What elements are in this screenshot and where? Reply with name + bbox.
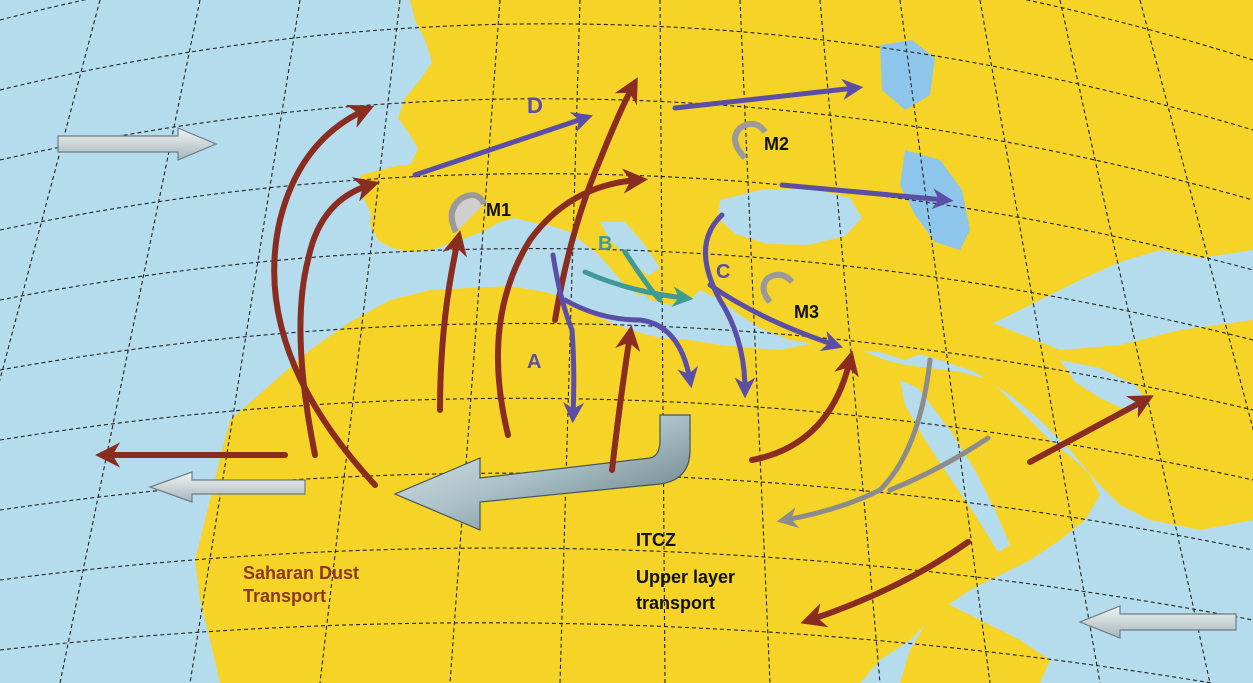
landmass-british-isles <box>438 10 490 78</box>
gray-arrow-1 <box>776 357 933 529</box>
dust-arrow-9 <box>1027 395 1154 465</box>
route-d-arrow-2 <box>672 78 864 111</box>
route-arrow-east-caspian <box>779 182 954 210</box>
landmass-eurasia <box>370 0 1253 360</box>
dust-arrow-1 <box>271 104 378 488</box>
gray-arrow-2 <box>887 435 991 493</box>
grey-block-arrows <box>57 127 1237 639</box>
saharan-label-line2: Transport <box>243 586 326 606</box>
route-b-arrow-2 <box>622 249 663 303</box>
dust-arrow-4 <box>495 168 649 438</box>
cell-m1-icon <box>448 192 487 234</box>
dust-arrows <box>94 77 1154 628</box>
circulation-cells <box>448 120 795 304</box>
cell-m3-icon <box>760 271 795 304</box>
upper-layer-label-line2: transport <box>636 593 715 613</box>
landmass-italy <box>560 208 650 296</box>
aral-sea <box>880 40 935 110</box>
route-b-label: B <box>598 233 612 255</box>
gray-arrows <box>776 357 991 529</box>
route-c-arrow-east <box>707 282 843 351</box>
route-c-label: C <box>716 261 730 283</box>
upper-layer-label-line1: Upper layer <box>636 567 735 587</box>
itcz-label: ITCZ <box>636 530 676 550</box>
dust-arrow-6 <box>609 325 641 473</box>
block-arrow-atlantic-east <box>57 127 218 161</box>
red-sea <box>900 380 1010 552</box>
dust-arrow-10 <box>800 539 971 628</box>
landmass-horn <box>900 600 1050 683</box>
landmass-anatolia <box>720 260 880 310</box>
dust-arrow-7 <box>749 350 859 463</box>
route-c-arrow-south <box>703 212 756 399</box>
landmass-iberia <box>360 165 478 248</box>
cell-m3-label: M3 <box>794 302 819 322</box>
landmass-middle-east <box>880 300 1253 530</box>
landmass-scandinavia <box>590 0 680 52</box>
route-a-arrow-south <box>550 252 585 424</box>
route-d-label: D <box>527 93 543 118</box>
dust-arrow-3 <box>437 230 467 413</box>
black-sea <box>718 188 862 245</box>
cell-m2-label: M2 <box>764 134 789 154</box>
block-arrow-indian-ocean <box>1078 605 1237 639</box>
adriatic-sea <box>600 222 660 276</box>
route-arrows <box>412 78 954 424</box>
block-arrow-west-coast <box>148 471 306 503</box>
route-d-arrow-1 <box>412 112 593 178</box>
dust-arrow-2 <box>297 177 380 458</box>
cell-m2-icon <box>732 120 768 161</box>
dust-arrow-5 <box>552 77 638 323</box>
landmass-balkans <box>640 215 720 300</box>
cell-m1-label: M1 <box>486 200 511 220</box>
route-a-arrow-east <box>562 297 699 389</box>
route-a-label: A <box>527 351 541 373</box>
route-b-arrows <box>582 249 694 308</box>
big-curved-arrow <box>393 414 691 531</box>
saharan-label-line1: Saharan Dust <box>243 563 359 583</box>
route-b-arrow-1 <box>582 269 694 308</box>
